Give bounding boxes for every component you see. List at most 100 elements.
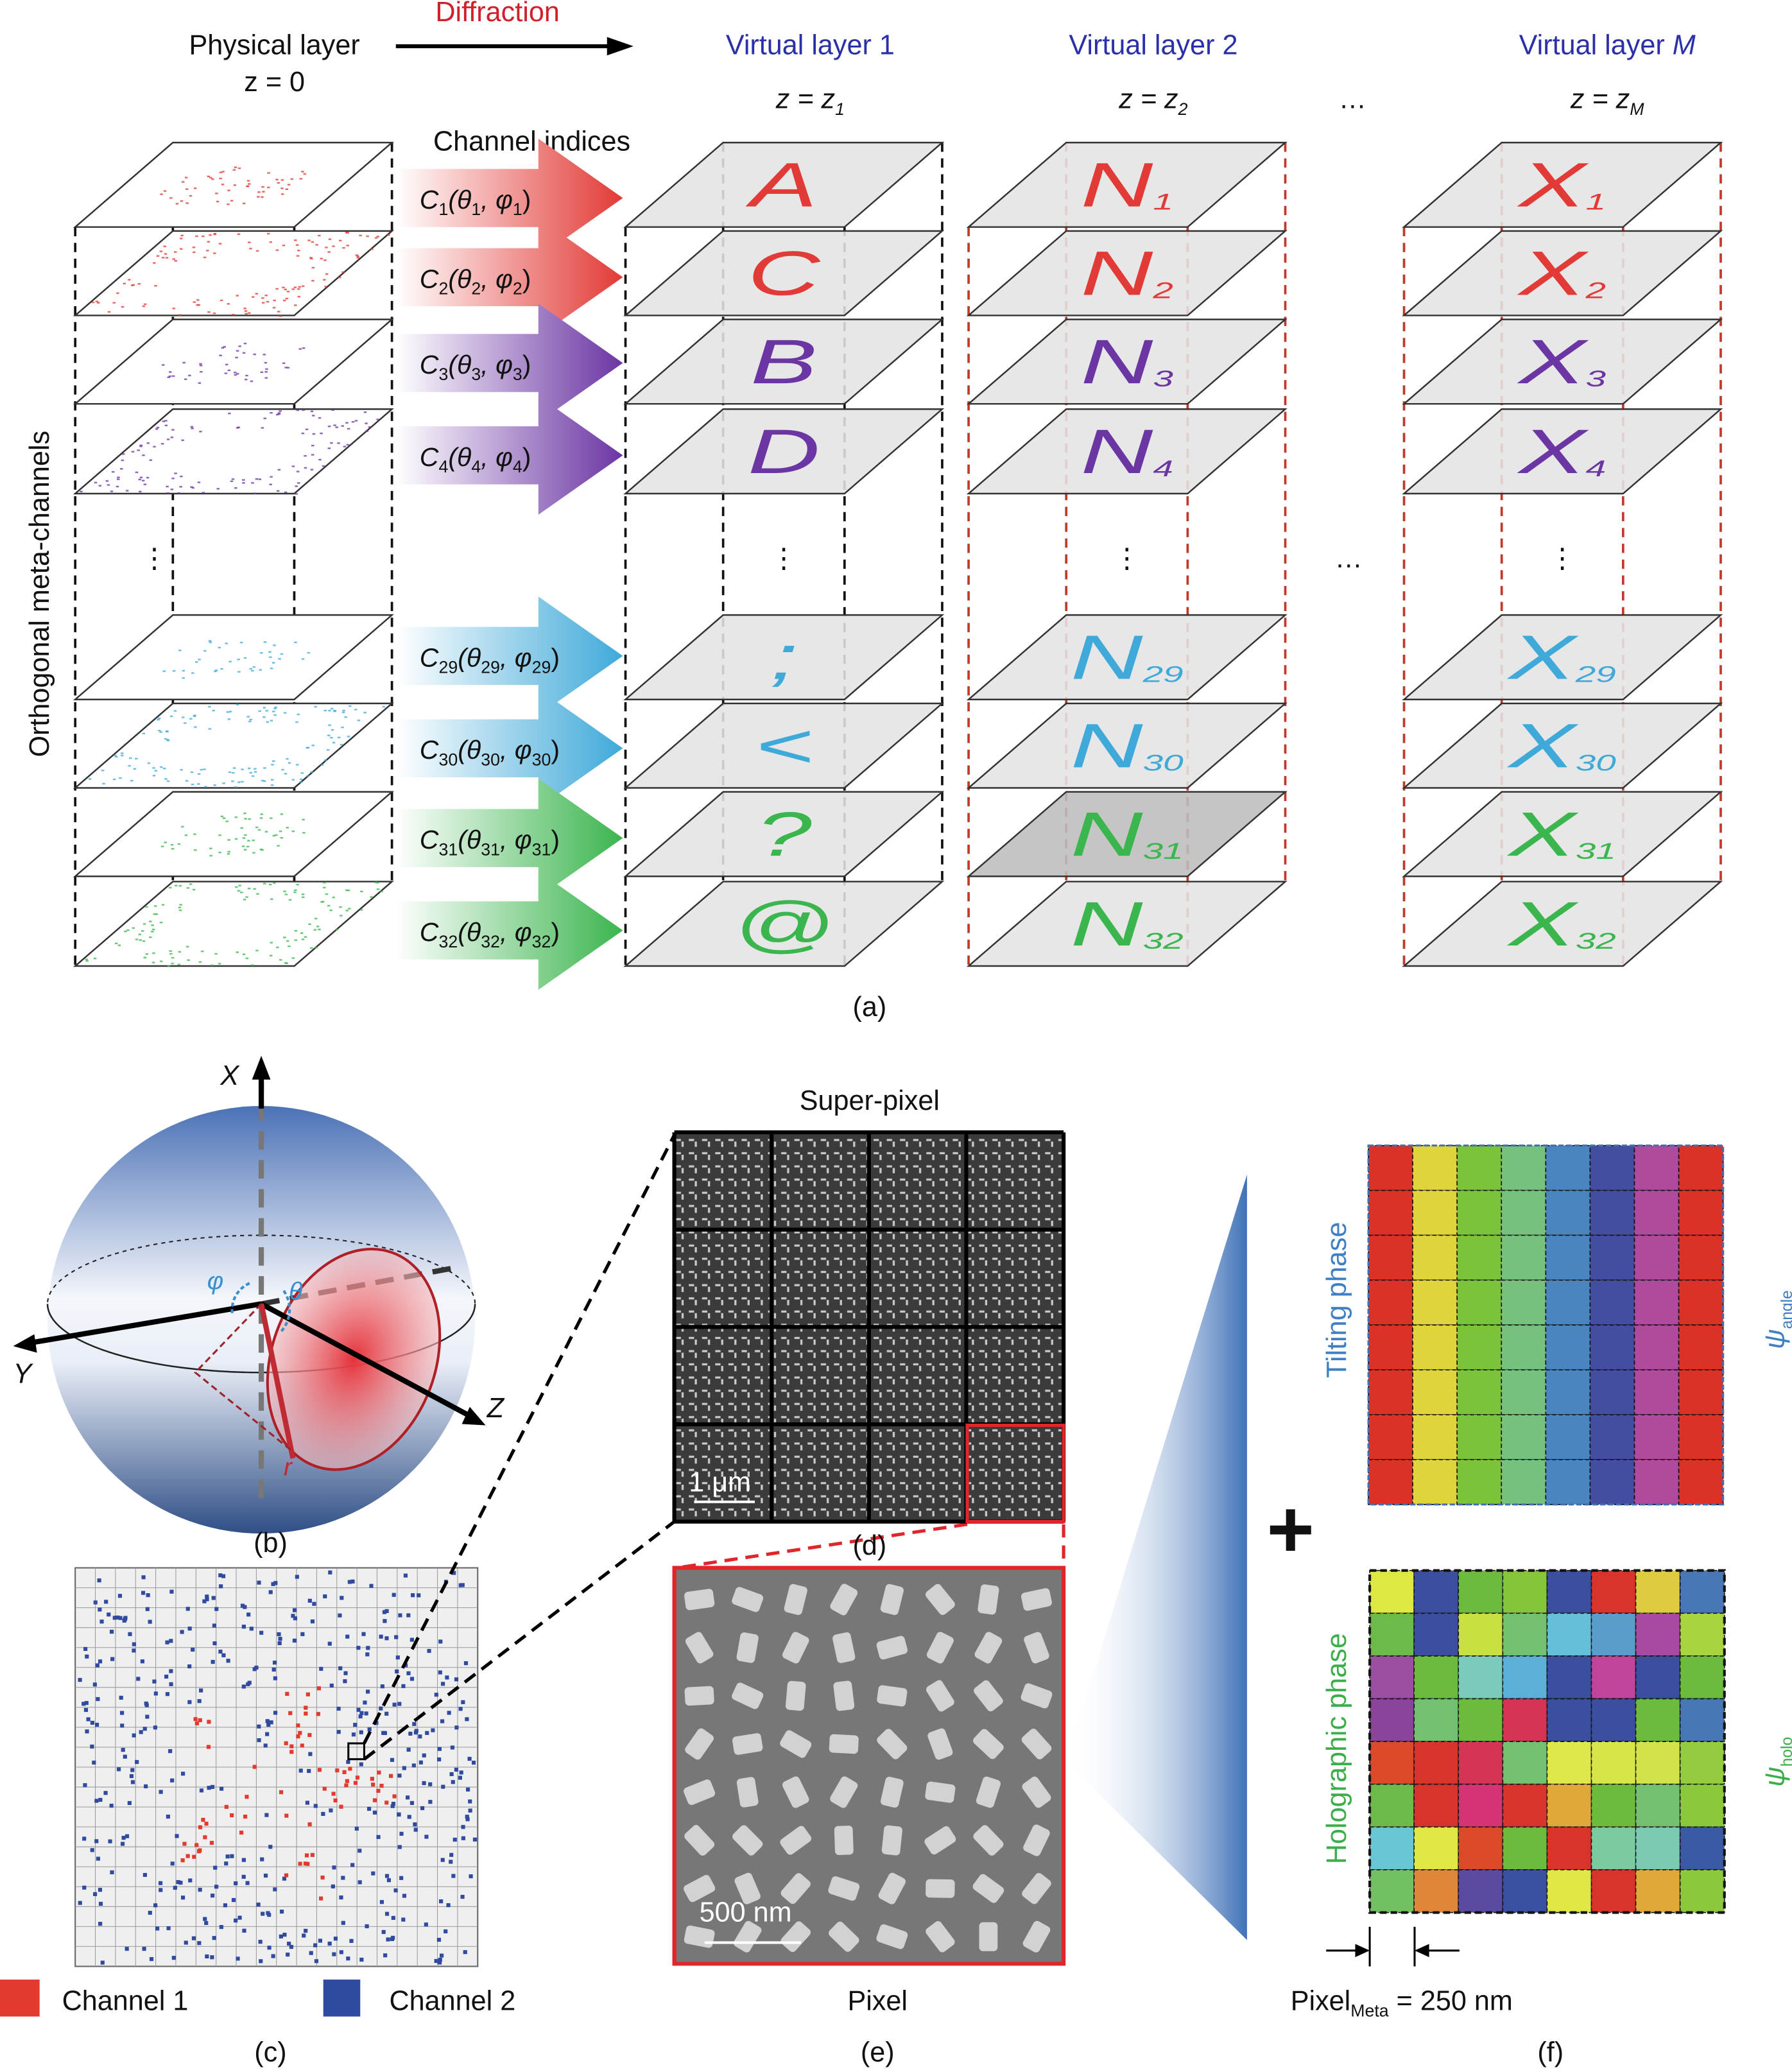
channel-2-atom <box>214 1607 219 1611</box>
channel-2-atom <box>112 1616 117 1620</box>
diffraction-label: Diffraction <box>435 0 560 28</box>
channel-2-atom <box>170 1778 175 1783</box>
meta-atom-dot <box>227 850 230 853</box>
channel-2-atom <box>263 1743 268 1748</box>
channel-symbol: (θ <box>458 735 481 764</box>
channel-2-atom <box>185 1607 190 1611</box>
channel-2-atom <box>116 1767 121 1772</box>
tilting-phase-cell <box>1501 1144 1547 1191</box>
channel-1-atom <box>245 1795 249 1799</box>
meta-atom-dot <box>227 369 231 372</box>
channel-2-atom <box>219 1925 223 1930</box>
letter-subscript: 1 <box>1586 189 1607 215</box>
channel-2-atom <box>98 1901 103 1906</box>
channel-1-atom <box>316 1712 320 1716</box>
meta-atom-dot <box>315 244 318 246</box>
channel-symbol: C <box>420 442 439 472</box>
channel-2-atom <box>452 1837 457 1842</box>
meta-atom-dot <box>172 258 176 260</box>
channel-symbol: (θ <box>448 350 471 379</box>
meta-atom-dot <box>288 899 292 901</box>
meta-atom-dot <box>244 818 247 820</box>
channel-2-atom <box>341 1876 345 1880</box>
channel-2-atom <box>424 1835 429 1839</box>
channel-2-atom <box>231 1898 236 1903</box>
tilting-phase-cell <box>1678 1234 1724 1281</box>
meta-atom-dot <box>296 409 300 411</box>
meta-atom-dot <box>251 669 254 672</box>
channel-2-atom <box>397 1702 402 1706</box>
channel-1-atom <box>298 1861 302 1866</box>
meta-atom-dot <box>159 250 163 252</box>
meta-atom-dot <box>241 768 244 770</box>
meta-atom-dot <box>357 720 361 721</box>
channel-2-atom <box>305 1800 309 1805</box>
channel-2-atom <box>437 1960 442 1965</box>
channel-subscript: 3 <box>438 365 448 384</box>
channel-2-atom <box>465 1787 470 1792</box>
holographic-phase-cell <box>1502 1783 1548 1828</box>
meta-atom-dot <box>116 292 119 294</box>
meta-atom-dot <box>196 304 199 306</box>
meta-atom-dot <box>151 924 154 926</box>
meta-atom-dot <box>261 186 264 188</box>
meta-atom-dot <box>318 458 322 461</box>
meta-atom-dot <box>167 965 171 967</box>
meta-atom-dot <box>231 780 234 782</box>
channel-symbol: (θ <box>448 185 471 214</box>
channel-2-atom <box>142 1872 147 1878</box>
meta-atom-dot <box>243 849 247 850</box>
meta-atom-dot <box>270 476 273 478</box>
meta-atom-dot <box>184 177 188 178</box>
channel-2-atom <box>391 1802 396 1806</box>
pixel-scale-label: 500 nm <box>700 1897 792 1928</box>
channel-1-atom <box>296 1734 300 1739</box>
meta-atom-dot <box>180 200 184 202</box>
meta-atom-dot <box>261 779 264 782</box>
pixel-size-value: = 250 nm <box>1389 1985 1513 2016</box>
letter-text: @ <box>733 889 834 960</box>
channel-2-atom <box>184 1940 188 1945</box>
meta-atom-dot <box>365 422 368 424</box>
holographic-phase-cell <box>1413 1698 1460 1742</box>
meta-atom-dot <box>270 779 274 781</box>
letter-text: N <box>1071 889 1144 960</box>
channel-2-atom <box>339 1895 343 1900</box>
channel-1-atom <box>204 1822 209 1826</box>
layer-plane <box>623 408 945 495</box>
channel-1-atom <box>201 1818 205 1822</box>
meta-atom-dot <box>171 956 175 959</box>
channel-2-atom <box>343 1679 347 1684</box>
nanorod <box>782 1776 809 1808</box>
holographic-phase-cell <box>1635 1569 1681 1614</box>
channel-2-atom <box>132 1648 136 1653</box>
meta-atom-dot <box>180 234 184 237</box>
channel-2-atom <box>120 1711 125 1715</box>
nanorod <box>785 1680 806 1711</box>
meta-atom-dot <box>185 780 189 782</box>
channel-2-atom <box>409 1637 414 1642</box>
nanorod <box>780 1921 811 1953</box>
channel-2-atom <box>403 1573 408 1578</box>
channel-2-atom <box>350 1863 355 1867</box>
meta-atom-dot <box>203 650 207 652</box>
meta-atom-dot <box>270 817 273 819</box>
meta-atom-dot <box>227 718 231 720</box>
z-text: z = z <box>1118 84 1178 115</box>
meta-atom-dot <box>230 480 234 483</box>
meta-atom-dot <box>139 445 142 447</box>
meta-atom-dot <box>254 771 257 773</box>
hologram-letter: ; <box>770 622 798 693</box>
meta-atom-dot <box>151 962 155 963</box>
meta-atom-dot <box>342 246 345 249</box>
nanorod <box>927 1728 953 1760</box>
holographic-phase-cell <box>1679 1783 1725 1828</box>
channel-1-atom <box>319 1896 323 1901</box>
holographic-phase-cell <box>1590 1655 1637 1700</box>
channel-2-atom <box>441 1682 445 1686</box>
meta-atom-dot <box>160 193 163 195</box>
meta-subscript: Meta <box>1350 2001 1389 2021</box>
tilting-phase-cell <box>1633 1324 1680 1370</box>
meta-atom-dot <box>203 256 207 259</box>
meta-atom-dot <box>311 454 314 456</box>
